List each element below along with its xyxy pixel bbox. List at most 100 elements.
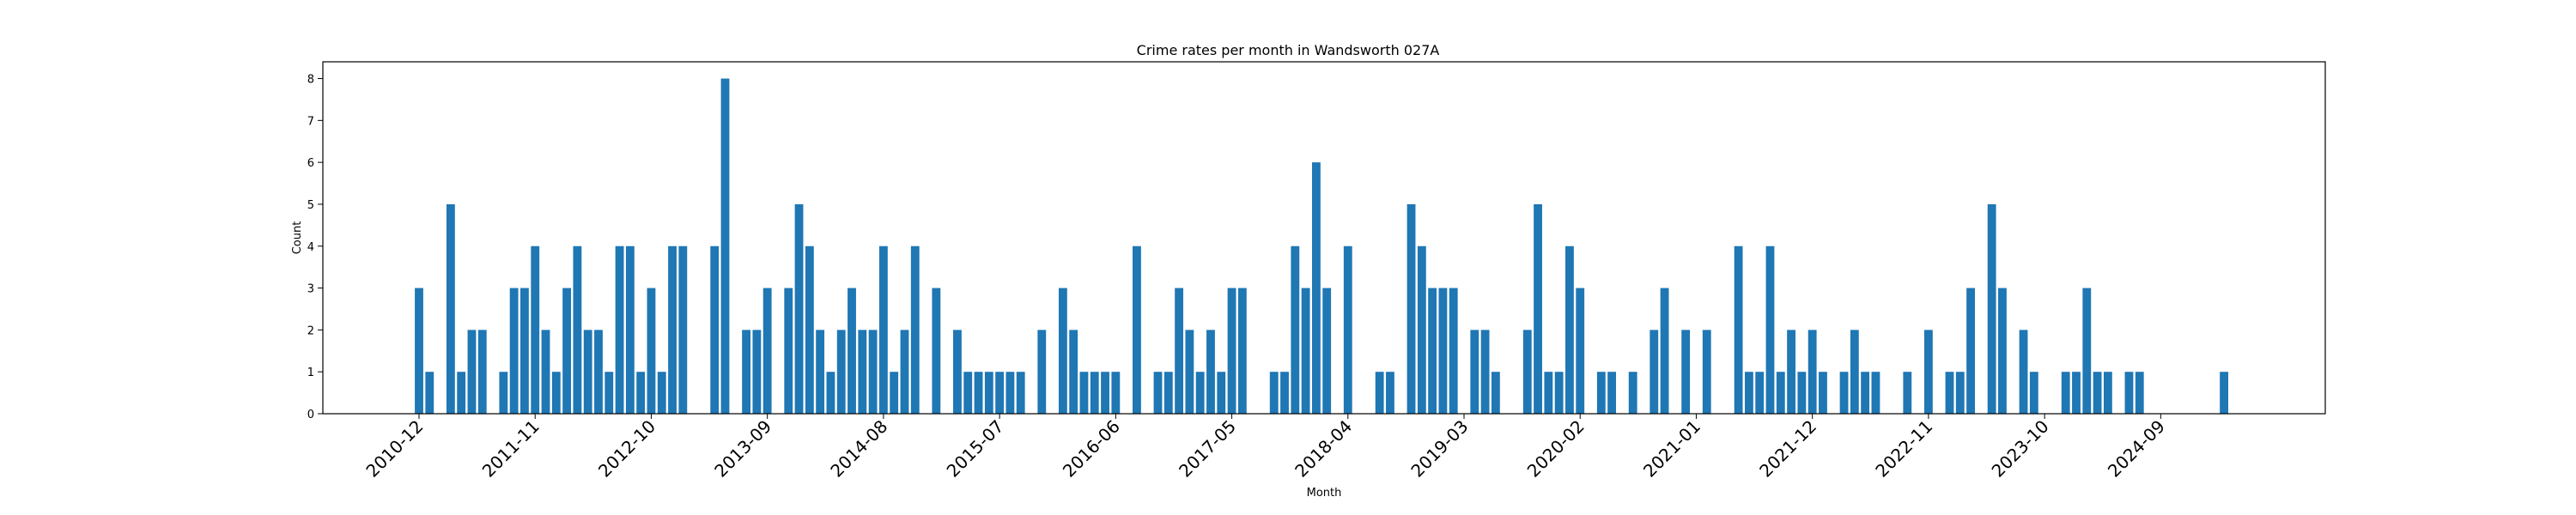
- bar: [2019, 330, 2028, 414]
- bar: [1987, 203, 1996, 414]
- y-tick-label: 3: [307, 283, 314, 296]
- bar: [562, 288, 572, 414]
- x-tick-label: 2016-06: [1059, 416, 1124, 482]
- bar: [647, 288, 656, 414]
- bar: [974, 372, 983, 414]
- bar: [2029, 372, 2038, 414]
- bar: [900, 330, 909, 414]
- bar: [1871, 372, 1880, 414]
- bar: [594, 330, 603, 414]
- bar: [995, 372, 1005, 414]
- bar: [848, 288, 856, 414]
- x-tick-label: 2022-11: [1871, 416, 1936, 482]
- bars-group: [415, 78, 2229, 415]
- x-tick-label: 2012-10: [594, 416, 659, 482]
- bar: [446, 203, 455, 414]
- y-tick-label: 2: [307, 324, 314, 337]
- bar: [1375, 372, 1384, 414]
- bar: [1175, 288, 1184, 414]
- bar: [1406, 203, 1416, 414]
- x-tick-label: 2024-09: [2104, 416, 2169, 482]
- y-tick-label: 4: [307, 241, 314, 254]
- bar: [657, 372, 666, 414]
- bar: [1090, 372, 1099, 414]
- bar: [1797, 372, 1807, 414]
- x-tick-label: 2015-07: [943, 416, 1008, 482]
- bar: [1945, 372, 1954, 414]
- bar: [1153, 372, 1163, 414]
- bar: [2103, 372, 2112, 414]
- bar: [573, 245, 582, 414]
- bar: [1343, 245, 1352, 414]
- x-axis: 2010-12 2011-11 2012-10 2013-09 2014-08 2015-…: [361, 414, 2169, 482]
- bar: [1534, 203, 1542, 414]
- x-tick-label: 2020-02: [1523, 416, 1589, 482]
- bar: [2093, 372, 2102, 414]
- bar: [1016, 372, 1025, 414]
- bar: [1311, 162, 1321, 414]
- bar: [1607, 372, 1617, 414]
- bar: [1037, 330, 1047, 414]
- bar: [1206, 330, 1215, 414]
- bar: [1491, 372, 1500, 414]
- x-tick-label: 2021-12: [1755, 416, 1820, 482]
- bar: [953, 330, 962, 414]
- bar: [1301, 288, 1310, 414]
- bar: [2061, 372, 2070, 414]
- bar: [615, 245, 624, 414]
- bar: [477, 330, 487, 414]
- bar: [720, 78, 730, 415]
- bar: [890, 372, 899, 414]
- bar: [1565, 245, 1574, 414]
- bar: [1195, 372, 1205, 414]
- bar: [1998, 288, 2007, 414]
- bar: [2220, 372, 2229, 414]
- bar: [963, 372, 973, 414]
- bar: [2124, 372, 2134, 414]
- bar: [762, 288, 772, 414]
- bar: [457, 372, 466, 414]
- bar: [1660, 288, 1669, 414]
- bar: [1058, 288, 1067, 414]
- bar: [1819, 372, 1827, 414]
- bar: [509, 288, 519, 414]
- bar: [1576, 288, 1585, 414]
- bar: [816, 330, 825, 414]
- x-tick-label: 2014-08: [826, 416, 891, 482]
- bar: [1861, 372, 1870, 414]
- bar: [1765, 245, 1775, 414]
- bar: [625, 245, 635, 414]
- bar: [636, 372, 646, 414]
- bar: [752, 330, 762, 414]
- bar: [1702, 330, 1711, 414]
- plot-frame: [322, 61, 2326, 415]
- x-axis-label: Month: [1307, 487, 1342, 500]
- bar: [1923, 330, 1933, 414]
- bar: [1386, 372, 1394, 414]
- bar: [794, 203, 804, 414]
- bar: [826, 372, 835, 414]
- bar: [932, 288, 941, 414]
- bar: [1470, 330, 1479, 414]
- x-tick-label: 2011-11: [478, 416, 544, 482]
- y-axis-label: Count: [291, 221, 304, 255]
- bar: [551, 372, 561, 414]
- bar: [499, 372, 508, 414]
- x-tick-label: 2021-01: [1639, 416, 1704, 482]
- bar: [868, 330, 878, 414]
- bar: [520, 288, 529, 414]
- bar: [467, 330, 477, 414]
- y-tick-label: 0: [307, 409, 314, 421]
- bar: [1163, 372, 1173, 414]
- bar: [910, 245, 920, 414]
- bar: [1544, 372, 1553, 414]
- x-tick-label: 2019-03: [1406, 416, 1472, 482]
- bar: [1596, 372, 1606, 414]
- bar: [1776, 372, 1785, 414]
- bar: [1428, 288, 1437, 414]
- bar: [1745, 372, 1753, 414]
- bar: [1217, 372, 1226, 414]
- bar: [1480, 330, 1490, 414]
- bar: [1522, 330, 1532, 414]
- bar: [836, 330, 846, 414]
